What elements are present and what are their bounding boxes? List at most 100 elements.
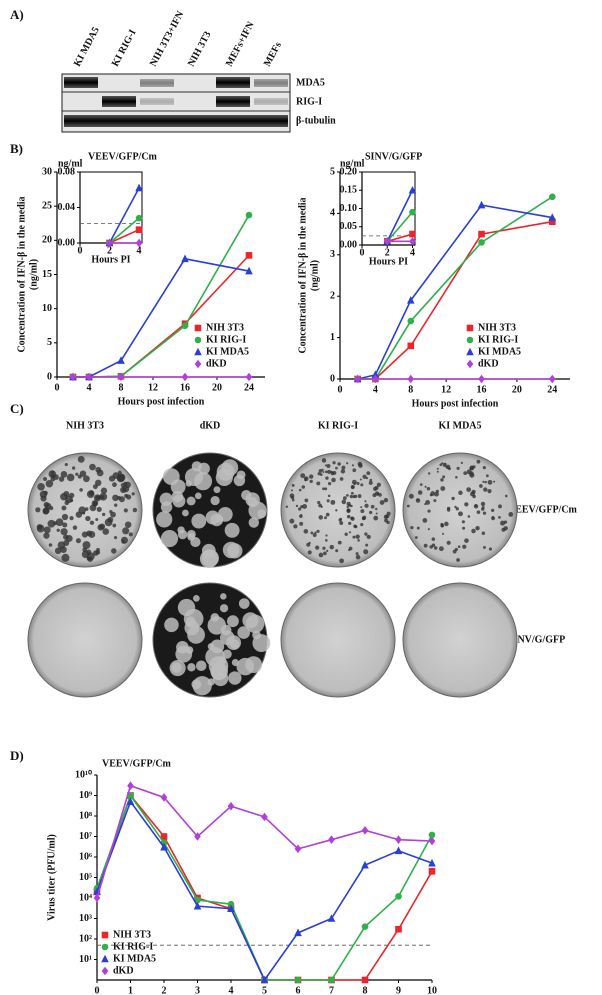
plaque (35, 507, 41, 513)
plaque (122, 527, 130, 535)
clear-zone (224, 522, 240, 538)
plaque (461, 520, 465, 524)
clear-zone (170, 479, 186, 495)
x-axis-label: Hours post infection (118, 396, 205, 407)
clear-zone (207, 678, 215, 686)
plaque (493, 480, 496, 483)
x-tick-label: 8 (363, 985, 368, 995)
plaque (327, 469, 332, 474)
plaque (442, 532, 445, 535)
plaque (83, 475, 90, 483)
plaque (114, 503, 118, 507)
marker (361, 826, 369, 835)
plaque (95, 550, 101, 555)
plaque (487, 489, 492, 494)
plaque (350, 516, 354, 520)
plaque (325, 539, 328, 542)
plaque (434, 491, 439, 497)
plaque (360, 523, 364, 527)
plaque (348, 521, 352, 525)
clear-zone (220, 593, 227, 600)
plaque (89, 463, 96, 471)
clear-zone (185, 646, 194, 654)
plaque (491, 508, 495, 513)
x-tick-label: 0 (78, 245, 83, 256)
plaque (436, 470, 439, 473)
plaque (324, 516, 327, 520)
plaque (290, 489, 293, 492)
plaque (335, 466, 338, 470)
plaque (417, 490, 423, 495)
y-axis-label: Concentration of IFN-β in the media (297, 197, 308, 353)
x-tick-label: 10 (427, 985, 437, 995)
plaque (50, 473, 55, 479)
x-tick-label: 0 (95, 985, 100, 995)
plaque (427, 528, 430, 531)
plaque (446, 508, 451, 512)
panel-label: A) (10, 7, 24, 22)
marker (428, 836, 436, 846)
band (140, 79, 174, 87)
clear-zone (216, 462, 235, 481)
plaque (56, 528, 60, 532)
x-tick-label: 12 (148, 382, 158, 393)
plaque (86, 490, 95, 498)
plaque (350, 485, 355, 490)
x-tick-label: 12 (441, 384, 451, 395)
plaque (338, 518, 342, 522)
plaque (95, 495, 100, 500)
plaque (324, 464, 327, 467)
plaque (471, 528, 476, 534)
plaque (77, 455, 85, 463)
plaque (60, 528, 68, 536)
plaque (100, 495, 105, 500)
plaque (96, 506, 102, 512)
plaque (322, 487, 325, 491)
row-label: SINV/G/GFP (508, 634, 565, 645)
y-tick-label: 3 (330, 249, 335, 260)
plaque (101, 512, 106, 517)
plaque (481, 507, 485, 511)
clear-zone (238, 598, 250, 609)
plaque (326, 463, 331, 469)
plaque (429, 545, 433, 549)
plaque (85, 515, 91, 522)
plaque (304, 478, 307, 482)
plot-clip (69, 211, 253, 382)
plaque (327, 494, 331, 498)
plaque (464, 502, 469, 507)
clear-zone (210, 639, 225, 654)
plaque (72, 525, 78, 530)
plaque (501, 527, 506, 532)
band (216, 77, 250, 88)
marker (294, 844, 302, 854)
y-tick-label: 10⁵ (79, 872, 92, 883)
clear-zone (193, 472, 213, 491)
plaque (128, 532, 133, 537)
marker (127, 781, 134, 791)
plaque (132, 507, 138, 513)
plaque (485, 474, 489, 478)
plaque (43, 490, 48, 496)
marker (227, 904, 235, 913)
plaque (91, 500, 99, 507)
marker (117, 372, 125, 382)
y-tick-label: 10¹⁰ (75, 769, 92, 780)
blot (61, 73, 291, 133)
plaque (314, 531, 317, 534)
plaque (482, 480, 485, 483)
legend-marker (466, 336, 474, 344)
chart-title: VEEV/GFP/Cm (102, 758, 172, 769)
plaque (370, 504, 375, 509)
y-tick-label: 0.10 (340, 203, 358, 214)
plaque (346, 494, 349, 497)
plaque (439, 463, 443, 467)
plaque (341, 499, 347, 505)
plaque (431, 537, 436, 541)
x-tick-label: 4 (229, 985, 234, 995)
marker (395, 835, 402, 844)
plaque (458, 490, 463, 495)
clear-zone (164, 617, 179, 633)
marker (372, 374, 379, 384)
plaque (423, 543, 428, 548)
